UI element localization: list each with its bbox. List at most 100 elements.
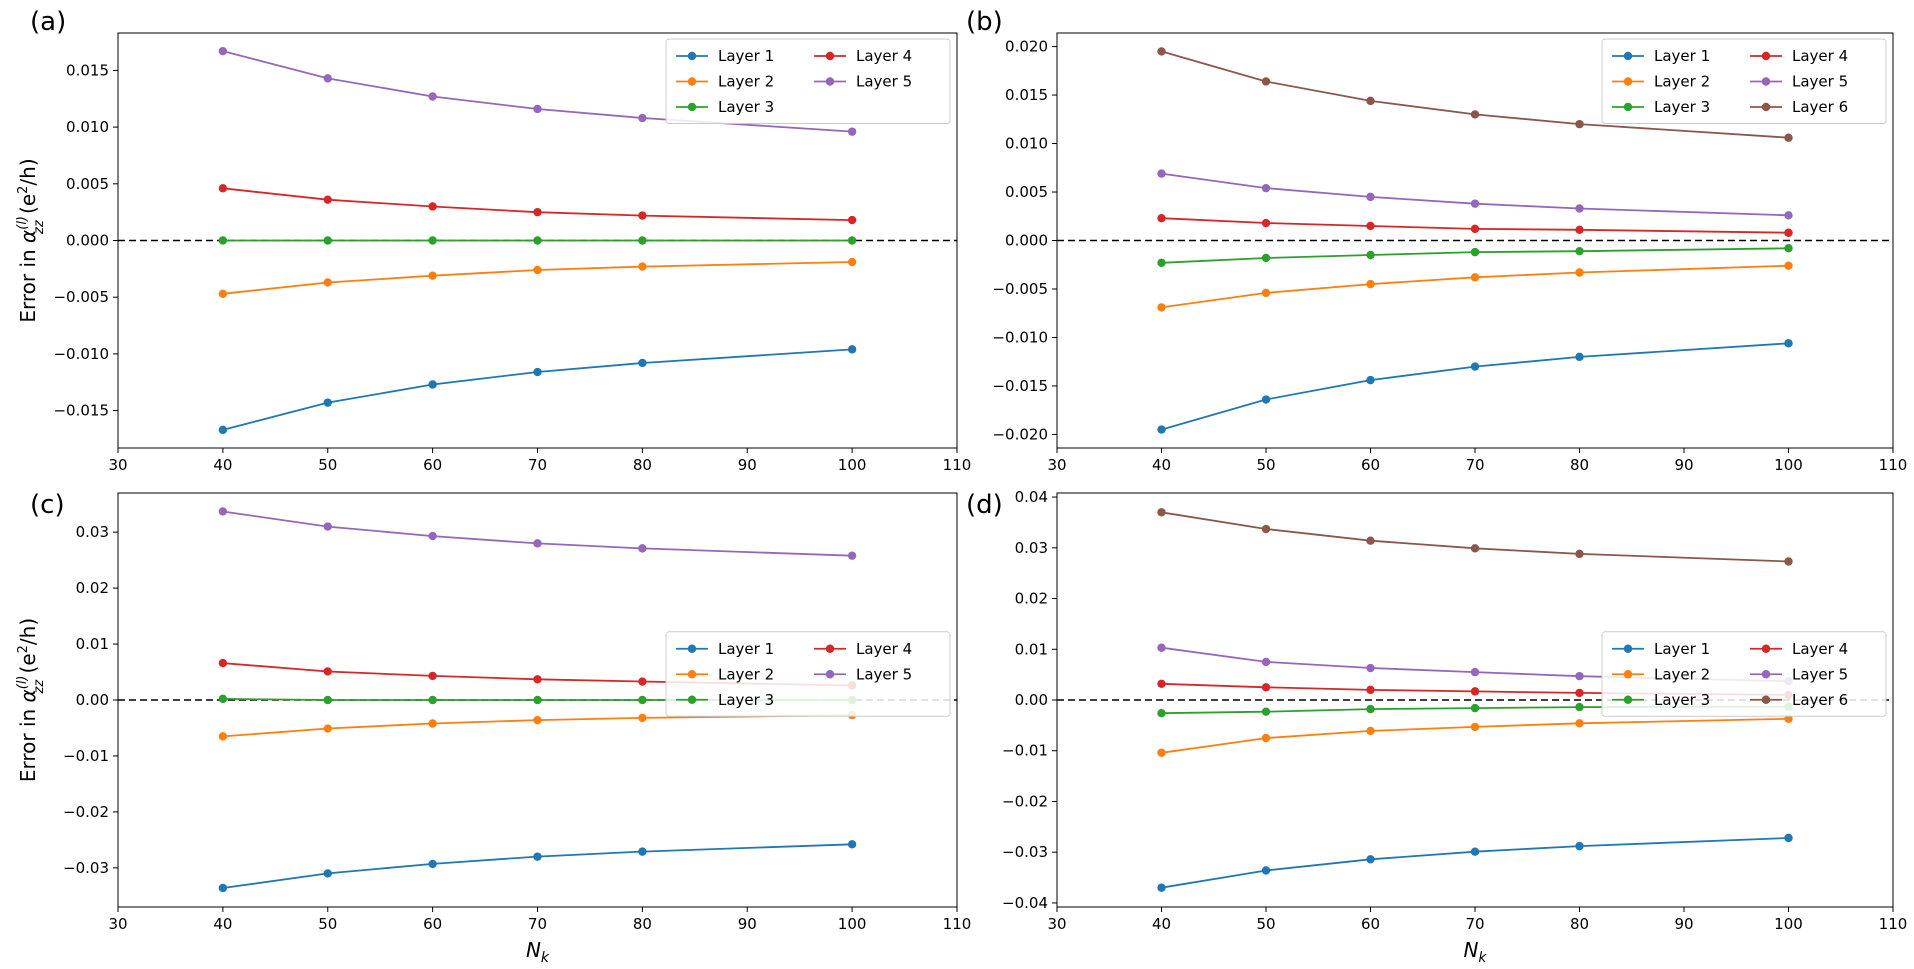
- panel-label: (b): [966, 7, 1003, 37]
- y-tick-label: −0.01: [1002, 742, 1048, 760]
- series-layer-6: [1157, 508, 1793, 566]
- series-line-layer-2: [1161, 264, 1789, 309]
- y-tick-label: 0.03: [1015, 539, 1048, 557]
- data-point-layer-1: [218, 425, 228, 435]
- x-tick-label: 90: [738, 915, 757, 933]
- legend-marker-layer-3: [1623, 102, 1633, 112]
- x-tick-label: 80: [1570, 915, 1589, 933]
- x-tick-label: 90: [738, 456, 757, 474]
- y-tick-label: 0.01: [76, 635, 109, 653]
- data-point-layer-3: [428, 236, 437, 245]
- legend-marker-layer-1: [1623, 644, 1633, 653]
- data-point-layer-4: [1784, 228, 1793, 237]
- legend-marker-layer-2: [687, 670, 697, 679]
- legend-label-layer-5: Layer 5: [1792, 665, 1848, 683]
- x-tick-label: 30: [108, 456, 127, 474]
- data-point-layer-3: [1575, 702, 1584, 712]
- data-point-layer-5: [1784, 211, 1793, 220]
- series-layer-6: [1157, 47, 1793, 142]
- x-tick-label: 60: [1361, 456, 1380, 474]
- x-axis-title-sub: k: [541, 950, 550, 966]
- series-layer-5: [1157, 169, 1793, 220]
- x-tick-label: 50: [1256, 915, 1275, 933]
- data-point-layer-3: [847, 236, 857, 245]
- legend-label-layer-3: Layer 3: [718, 691, 774, 709]
- data-point-layer-4: [1366, 221, 1375, 231]
- data-point-layer-1: [218, 883, 228, 893]
- data-point-layer-5: [1470, 199, 1480, 208]
- data-point-layer-4: [323, 667, 332, 676]
- data-point-layer-5: [638, 544, 647, 553]
- data-point-layer-6: [1470, 544, 1480, 553]
- series-line-layer-3: [1161, 247, 1789, 264]
- data-point-layer-4: [533, 207, 542, 217]
- data-point-layer-6: [1261, 77, 1271, 86]
- data-point-layer-5: [1366, 192, 1375, 202]
- data-point-layer-6: [1261, 524, 1271, 534]
- legend-marker-layer-1: [1623, 51, 1633, 61]
- data-point-layer-5: [1470, 667, 1480, 677]
- data-point-layer-1: [1157, 425, 1166, 434]
- data-point-layer-5: [1366, 663, 1375, 673]
- data-point-layer-6: [1366, 536, 1375, 545]
- series-layer-2: [1157, 714, 1793, 757]
- data-point-layer-3: [323, 236, 332, 245]
- data-point-layer-2: [638, 262, 647, 271]
- data-point-layer-2: [1157, 303, 1166, 312]
- data-point-layer-3: [1470, 703, 1480, 713]
- series-layer-1: [1157, 833, 1793, 892]
- x-tick-label: 30: [108, 915, 127, 933]
- x-axis-title-sub: k: [1478, 950, 1487, 966]
- panel-d: (d) 30 40 50 60 70 80 90 100 110 −0.04 −0.03 −0.02 −0…: [966, 488, 1907, 966]
- series-line-layer-5: [222, 510, 853, 557]
- y-tick-label: 0.02: [76, 579, 109, 597]
- data-point-layer-4: [1575, 225, 1584, 235]
- data-point-layer-1: [533, 367, 542, 377]
- legend-label-layer-3: Layer 3: [1654, 691, 1710, 709]
- y-tick-label: −0.03: [63, 859, 109, 877]
- data-point-layer-5: [847, 127, 857, 136]
- legend-marker-layer-4: [1761, 51, 1771, 61]
- legend-label-layer-2: Layer 2: [1654, 665, 1710, 683]
- series-line-layer-5: [1161, 172, 1789, 217]
- data-point-layer-4: [428, 671, 437, 681]
- x-tick-label: 110: [943, 456, 972, 474]
- data-point-layer-1: [323, 869, 332, 878]
- data-point-layer-1: [1575, 841, 1584, 851]
- legend-marker-layer-3: [687, 102, 697, 112]
- data-point-layer-3: [1157, 708, 1166, 718]
- x-tick-label: 30: [1047, 456, 1066, 474]
- y-tick-label: −0.02: [1002, 792, 1048, 810]
- data-point-layer-3: [1261, 253, 1271, 263]
- x-tick-label: 80: [633, 456, 652, 474]
- y-tick-label: 0.04: [1015, 488, 1048, 506]
- data-point-layer-1: [533, 852, 542, 861]
- x-tick-label: 80: [1570, 456, 1589, 474]
- series-layer-2: [218, 710, 857, 741]
- data-point-layer-5: [1575, 204, 1584, 213]
- data-point-layer-4: [533, 675, 542, 684]
- y-tick-label: 0.010: [66, 118, 109, 136]
- data-point-layer-3: [323, 695, 332, 705]
- x-tick-label: 60: [423, 915, 442, 933]
- y-tick-label: 0.00: [76, 691, 109, 709]
- series-line-layer-6: [1161, 511, 1789, 563]
- legend-marker-layer-5: [825, 77, 835, 86]
- y-axis-title-part: zz: [32, 219, 47, 235]
- legend-box: [1601, 38, 1887, 124]
- x-axis-title: Nk: [526, 938, 550, 966]
- series-line-layer-6: [1161, 50, 1789, 139]
- data-point-layer-3: [1157, 258, 1166, 268]
- data-point-layer-1: [1366, 855, 1375, 864]
- data-point-layer-6: [1366, 96, 1375, 106]
- data-point-layer-2: [1261, 288, 1271, 298]
- panel-a: (a) 30 40 50 60 70 80 90 100 110 −0.015 −0.010 −0.00…: [15, 7, 971, 474]
- data-point-layer-6: [1157, 508, 1166, 517]
- legend-label-layer-1: Layer 1: [1654, 47, 1710, 65]
- data-point-layer-4: [638, 211, 647, 220]
- data-point-layer-2: [1575, 719, 1584, 728]
- series-line-layer-2: [222, 714, 853, 738]
- legend-label-layer-6: Layer 6: [1792, 98, 1848, 116]
- data-point-layer-5: [218, 46, 228, 56]
